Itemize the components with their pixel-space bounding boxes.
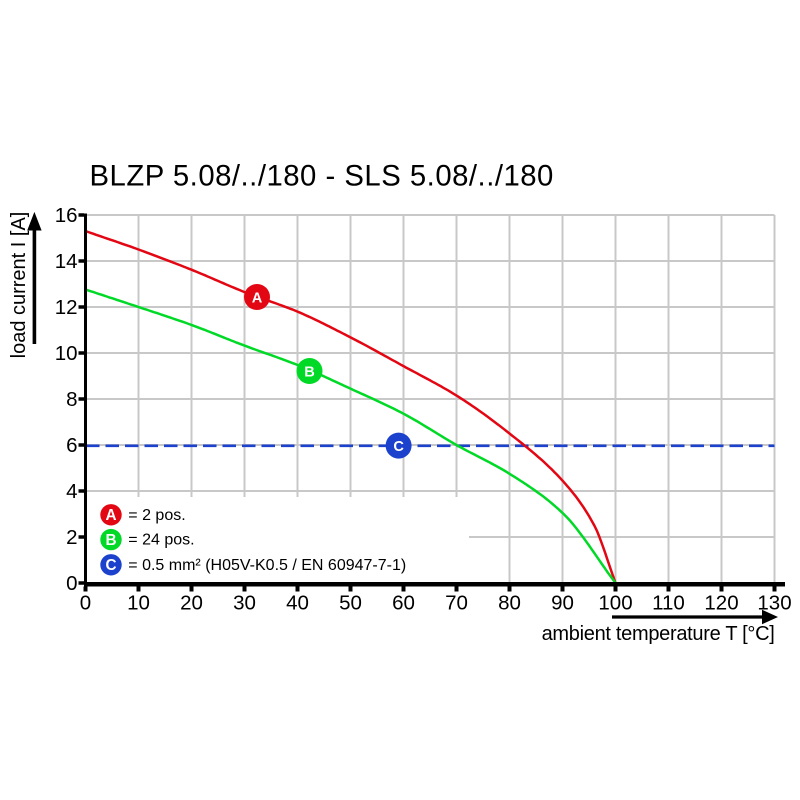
svg-text:4: 4 — [66, 480, 77, 503]
svg-text:ambient temperature T [°C]: ambient temperature T [°C] — [542, 623, 775, 645]
svg-text:= 0.5 mm² (H05V-K0.5 / EN 6094: = 0.5 mm² (H05V-K0.5 / EN 60947-7-1) — [128, 557, 406, 574]
svg-text:8: 8 — [66, 388, 77, 411]
svg-text:110: 110 — [652, 592, 685, 615]
svg-text:A: A — [105, 507, 116, 524]
svg-text:30: 30 — [233, 592, 256, 615]
svg-text:0: 0 — [66, 572, 77, 595]
svg-text:130: 130 — [757, 592, 791, 615]
svg-text:C: C — [105, 557, 116, 574]
svg-text:10: 10 — [127, 592, 150, 615]
svg-text:20: 20 — [180, 592, 203, 615]
svg-text:0: 0 — [80, 592, 91, 615]
svg-text:40: 40 — [286, 592, 309, 615]
svg-text:14: 14 — [55, 250, 78, 273]
svg-text:50: 50 — [339, 592, 362, 615]
svg-text:120: 120 — [704, 592, 738, 615]
svg-text:6: 6 — [66, 434, 77, 457]
svg-text:80: 80 — [498, 592, 521, 615]
svg-text:70: 70 — [445, 592, 468, 615]
svg-text:B: B — [304, 364, 315, 380]
svg-text:C: C — [393, 439, 404, 455]
svg-text:90: 90 — [551, 592, 574, 615]
svg-text:A: A — [252, 290, 263, 306]
svg-text:B: B — [105, 532, 116, 549]
svg-text:= 2 pos.: = 2 pos. — [128, 507, 185, 524]
svg-text:= 24 pos.: = 24 pos. — [128, 532, 194, 549]
svg-text:BLZP 5.08/../180 - SLS 5.08/..: BLZP 5.08/../180 - SLS 5.08/../180 — [90, 160, 554, 193]
svg-text:100: 100 — [598, 592, 632, 615]
svg-text:60: 60 — [392, 592, 415, 615]
svg-text:12: 12 — [55, 296, 78, 319]
svg-text:16: 16 — [55, 204, 78, 227]
svg-text:2: 2 — [66, 526, 77, 549]
svg-text:load current I [A]: load current I [A] — [8, 212, 30, 359]
svg-text:10: 10 — [55, 342, 78, 365]
